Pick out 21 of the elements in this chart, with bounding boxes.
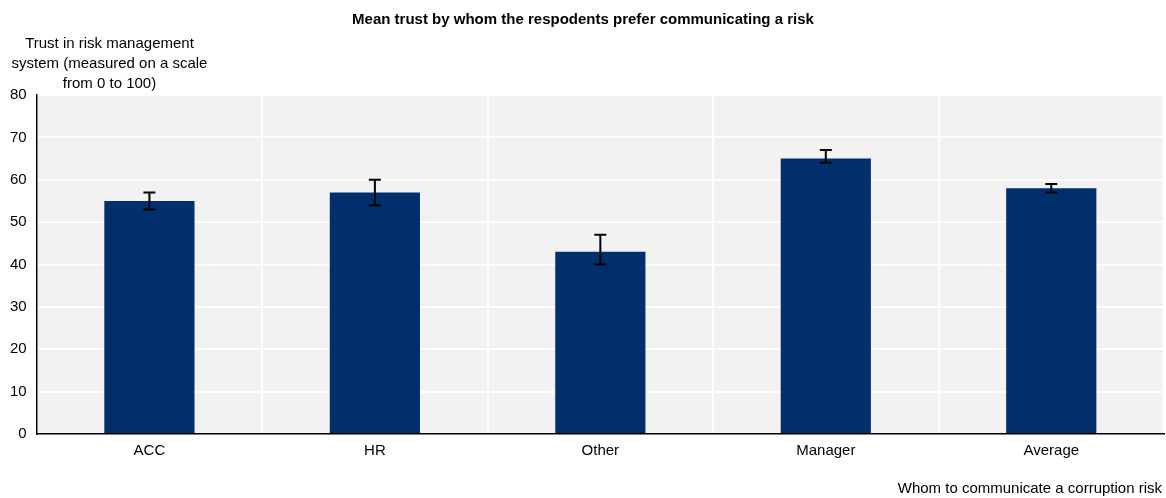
- y-tick-label: 60: [10, 169, 27, 187]
- x-axis-title: Whom to communicate a corruption risk: [897, 479, 1162, 496]
- bar: [780, 158, 871, 433]
- x-tick-label: HR: [364, 441, 386, 459]
- bar: [555, 251, 646, 433]
- y-tick-label: 70: [10, 127, 27, 145]
- bar: [104, 200, 195, 433]
- x-tick-label: Manager: [796, 441, 856, 459]
- y-tick-label: 10: [10, 381, 27, 399]
- bar: [329, 192, 420, 433]
- y-tick-label: 20: [10, 339, 27, 357]
- x-tick-label: Other: [581, 441, 620, 459]
- x-tick-label: ACC: [133, 441, 166, 459]
- bar: [1006, 188, 1097, 433]
- y-tick-label: 50: [10, 212, 27, 230]
- y-tick-label: 80: [10, 85, 27, 103]
- x-tick-label: Average: [1023, 441, 1080, 459]
- y-tick-label: 0: [18, 424, 27, 442]
- y-tick-label: 30: [10, 297, 27, 315]
- y-tick-label: 40: [10, 254, 27, 272]
- chart-title: Mean trust by whom the respodents prefer communicating a risk: [351, 10, 815, 27]
